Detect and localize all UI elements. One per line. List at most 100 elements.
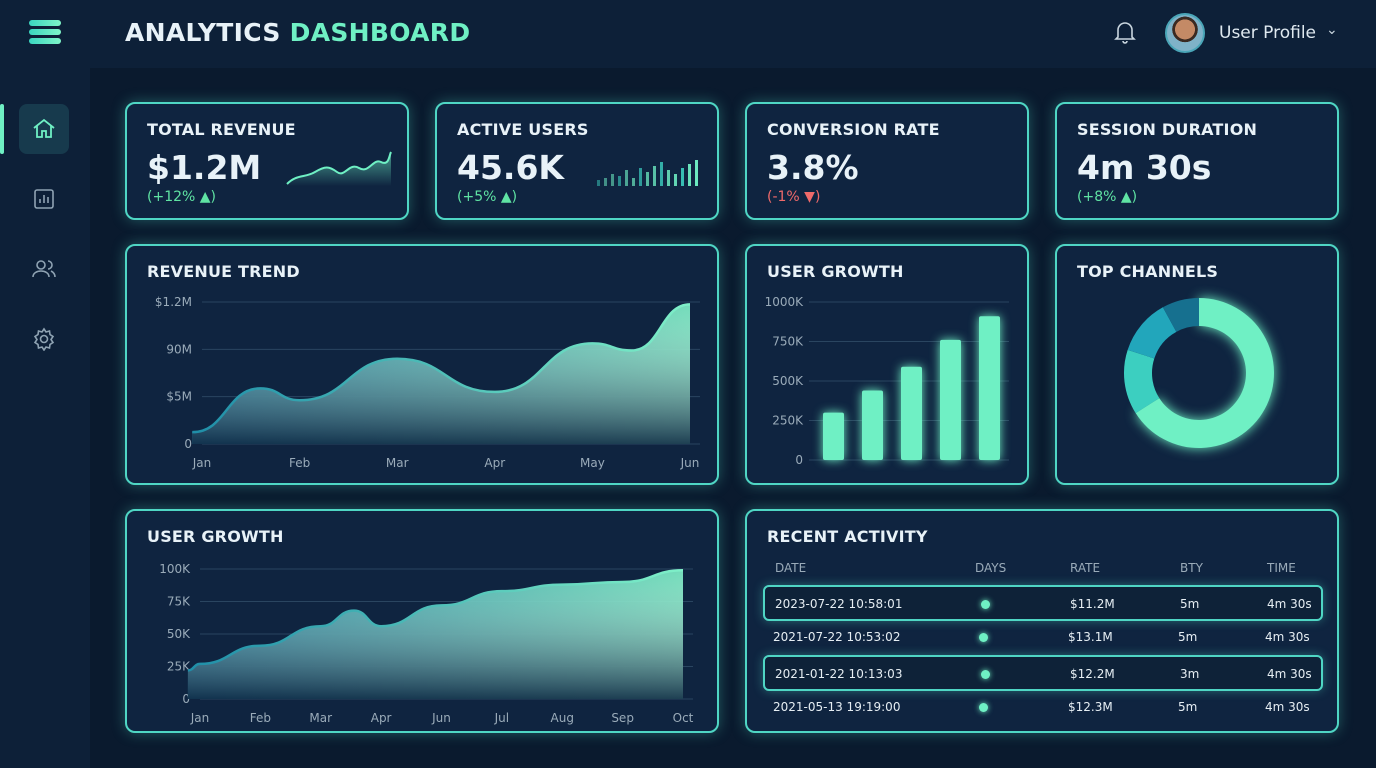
- kpi-delta: (+12% ▲): [147, 189, 216, 205]
- status-dot: [979, 703, 988, 712]
- chart-title: USER GROWTH: [147, 527, 284, 546]
- sparkline-candle: [597, 180, 600, 186]
- cell-date: 2023-07-22 10:58:01: [775, 597, 903, 611]
- y-tick-label: 250K: [772, 414, 804, 428]
- x-tick-label: Jun: [680, 456, 700, 470]
- kpi-card-conversion: CONVERSION RATE 3.8% (-1% ▼): [745, 102, 1029, 220]
- x-tick-label: Feb: [250, 711, 271, 725]
- chart-title: USER GROWTH: [767, 262, 904, 281]
- kpi-delta: (-1% ▼): [767, 189, 821, 205]
- chevron-down-icon[interactable]: ⌄: [1326, 22, 1338, 38]
- cell-bty: 5m: [1178, 630, 1198, 644]
- top-header: ANALYTICS DASHBOARD User Profile ⌄: [0, 0, 1376, 68]
- x-tick-label: Apr: [371, 711, 392, 725]
- revenue-trend-card: REVENUE TREND 0 $5M 90M $1.2M Jan Feb Mar Apr Ma…: [125, 244, 719, 485]
- user-growth-bar-card: USER GROWTH 0 250K 500K 750K 1000K: [745, 244, 1029, 485]
- column-header-rate[interactable]: RATE: [1070, 561, 1101, 575]
- y-tick-label: 90M: [166, 342, 192, 356]
- x-tick-label: Oct: [673, 711, 694, 725]
- users-sparkline: [597, 160, 698, 186]
- sidebar-item-settings[interactable]: [19, 314, 69, 364]
- x-tick-label: May: [580, 456, 605, 470]
- cell-rate: $12.2M: [1070, 667, 1115, 681]
- kpi-value: $1.2M: [147, 148, 262, 187]
- donut-slice: [1127, 307, 1177, 359]
- y-tick-label: 100K: [159, 562, 191, 576]
- sparkline-candle: [611, 174, 614, 186]
- active-indicator: [0, 104, 4, 154]
- sparkline-candle: [646, 172, 649, 186]
- cell-time: 4m 30s: [1265, 630, 1310, 644]
- status-dot: [981, 670, 990, 679]
- bar: [901, 366, 922, 460]
- bar-chart-icon: [34, 189, 54, 209]
- menu-logo-icon[interactable]: [29, 20, 61, 47]
- activity-title: RECENT ACTIVITY: [767, 527, 928, 546]
- kpi-card-users: ACTIVE USERS 45.6K (+5% ▲): [435, 102, 719, 220]
- recent-activity-card: RECENT ACTIVITY DATE DAYS RATE BTY TIME …: [745, 509, 1339, 733]
- x-tick-label: Sep: [611, 711, 634, 725]
- top-channels-card: TOP CHANNELS: [1055, 244, 1339, 485]
- sparkline-candle: [674, 174, 677, 186]
- table-row[interactable]: 2021-01-22 10:13:03 $12.2M 3m 4m 30s: [763, 655, 1323, 691]
- cell-time: 4m 30s: [1267, 667, 1312, 681]
- kpi-label: CONVERSION RATE: [767, 120, 940, 139]
- table-row[interactable]: 2023-07-22 10:58:01 $11.2M 5m 4m 30s: [763, 585, 1323, 621]
- y-tick-label: $1.2M: [155, 295, 192, 309]
- kpi-value: 45.6K: [457, 148, 564, 187]
- x-tick-label: Jan: [192, 456, 212, 470]
- sidebar-item-analytics[interactable]: [19, 174, 69, 224]
- sparkline-candle: [618, 176, 621, 186]
- sidebar-item-users[interactable]: [19, 244, 69, 294]
- avatar[interactable]: [1165, 13, 1205, 53]
- home-icon: [33, 118, 55, 138]
- table-row[interactable]: 2021-07-22 10:53:02 $13.1M 5m 4m 30s: [763, 620, 1323, 656]
- y-tick-label: 500K: [772, 374, 804, 388]
- column-header-time[interactable]: TIME: [1267, 561, 1296, 575]
- table-row[interactable]: 2021-05-13 19:19:00 $12.3M 5m 4m 30s: [763, 690, 1323, 726]
- column-header-bty[interactable]: BTY: [1180, 561, 1203, 575]
- sparkline-candle: [660, 162, 663, 186]
- kpi-delta: (+8% ▲): [1077, 189, 1138, 205]
- y-tick-label: 75K: [167, 595, 191, 609]
- user-growth-area-card: USER GROWTH 0 25K 50K 75K 100K Jan Feb Mar Apr Ju…: [125, 509, 719, 733]
- cell-bty: 5m: [1180, 597, 1200, 611]
- kpi-label: TOTAL REVENUE: [147, 120, 296, 139]
- kpi-label: SESSION DURATION: [1077, 120, 1258, 139]
- x-tick-label: Mar: [309, 711, 332, 725]
- sidebar-item-home[interactable]: [19, 104, 69, 154]
- column-header-days[interactable]: DAYS: [975, 561, 1007, 575]
- sparkline-candle: [632, 178, 635, 186]
- kpi-card-revenue: TOTAL REVENUE $1.2M (+12% ▲): [125, 102, 409, 220]
- sparkline-candle: [688, 164, 691, 186]
- x-tick-label: Aug: [551, 711, 574, 725]
- chart-title: TOP CHANNELS: [1077, 262, 1219, 281]
- y-tick-label: 25K: [167, 660, 191, 674]
- donut-slice: [1135, 298, 1274, 448]
- user-profile-label[interactable]: User Profile: [1219, 23, 1317, 43]
- sparkline-candle: [681, 168, 684, 186]
- cell-rate: $13.1M: [1068, 630, 1113, 644]
- column-header-date[interactable]: DATE: [775, 561, 807, 575]
- cell-date: 2021-05-13 19:19:00: [773, 700, 901, 714]
- bar: [979, 316, 1000, 460]
- cell-time: 4m 30s: [1265, 700, 1310, 714]
- revenue-sparkline: [286, 151, 392, 186]
- chart-title: REVENUE TREND: [147, 262, 300, 281]
- x-tick-label: Jan: [190, 711, 210, 725]
- status-dot: [979, 633, 988, 642]
- cell-bty: 3m: [1180, 667, 1200, 681]
- page-title: ANALYTICS DASHBOARD: [125, 18, 470, 47]
- y-tick-label: 1000K: [765, 295, 805, 309]
- x-tick-label: Jun: [431, 711, 451, 725]
- kpi-label: ACTIVE USERS: [457, 120, 589, 139]
- sparkline-candle: [667, 170, 670, 186]
- cell-date: 2021-01-22 10:13:03: [775, 667, 903, 681]
- y-tick-label: 0: [184, 437, 192, 451]
- bar: [862, 390, 883, 460]
- revenue-trend-chart: 0 $5M 90M $1.2M Jan Feb Mar Apr May Jun: [155, 295, 700, 470]
- kpi-value: 4m 30s: [1077, 148, 1212, 187]
- donut-slice: [1162, 298, 1199, 332]
- bell-icon[interactable]: [1114, 20, 1136, 48]
- kpi-value: 3.8%: [767, 148, 859, 187]
